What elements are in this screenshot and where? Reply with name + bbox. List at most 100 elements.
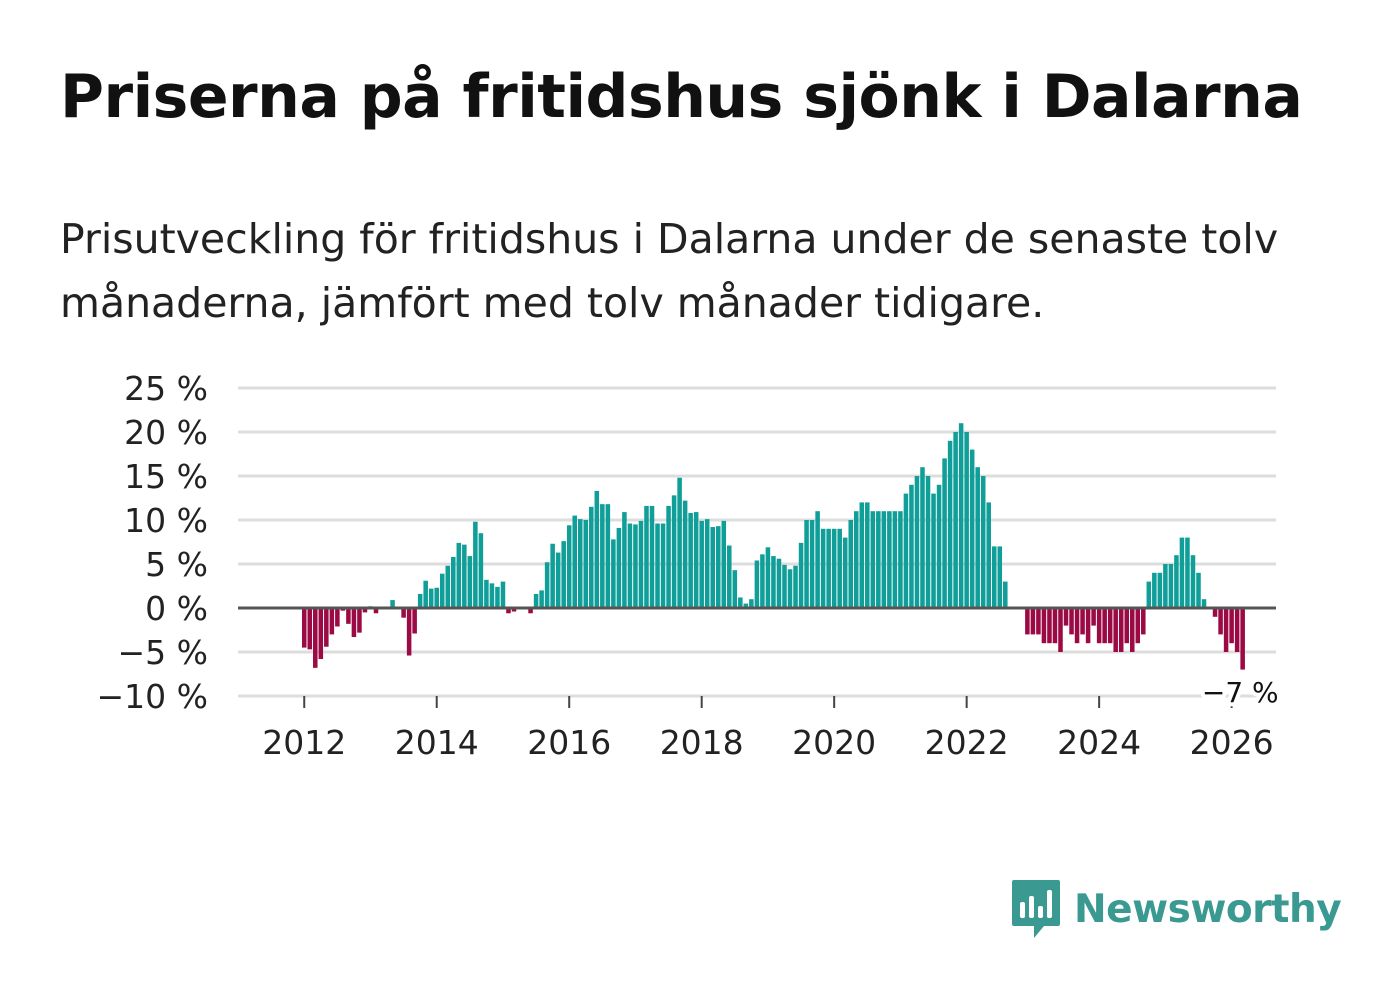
bar: [1152, 572, 1157, 608]
bar: [1047, 608, 1052, 644]
bar: [600, 504, 605, 608]
axes: 25 % 20 % 15 % 10 % 5 % 0 % −5 % −10 % 2012 2014 2…: [97, 369, 1276, 762]
bar: [373, 608, 379, 614]
bar: [362, 608, 368, 613]
bar: [953, 432, 958, 608]
bar: [1118, 608, 1124, 652]
bar: [1080, 608, 1085, 635]
bar: [456, 542, 462, 608]
bar: [1096, 608, 1102, 644]
bar: [765, 547, 771, 608]
bar: [804, 520, 809, 608]
bar: [1229, 608, 1234, 644]
bar: [870, 511, 876, 608]
bar: [401, 608, 406, 618]
bar: [577, 519, 583, 608]
bar: [528, 608, 533, 614]
bar: [1085, 608, 1091, 644]
bar: [649, 505, 655, 608]
bar: [467, 556, 473, 608]
bar: [307, 608, 313, 650]
bar: [749, 599, 754, 608]
bar: [1168, 564, 1174, 608]
y-tick-label: 5 %: [145, 545, 208, 584]
bar: [1212, 608, 1218, 617]
bar: [412, 608, 417, 634]
chart-subtitle: Prisutveckling för fritidshus i Dalarna …: [60, 215, 1279, 327]
bar: [434, 587, 439, 608]
bar: [611, 539, 616, 608]
bar: [688, 512, 693, 608]
bar: [1234, 608, 1240, 652]
bar: [942, 458, 947, 608]
bar: [693, 512, 699, 608]
bar: [876, 511, 881, 608]
bar: [754, 560, 760, 608]
bar: [920, 467, 925, 608]
x-tick-label: 2020: [792, 723, 876, 762]
y-tick-label: 15 %: [124, 457, 208, 496]
bar: [782, 564, 787, 608]
y-tick-label: 0 %: [145, 589, 208, 628]
bar: [837, 528, 842, 608]
bar: [798, 542, 804, 608]
bar: [1036, 608, 1041, 635]
bar: [572, 515, 577, 608]
x-tick-label: 2012: [262, 723, 346, 762]
bar: [776, 558, 782, 608]
bar: [826, 528, 831, 608]
bar: [1157, 572, 1163, 608]
bar: [787, 569, 793, 608]
bar: [831, 528, 837, 608]
bar: [969, 449, 975, 608]
bar: [958, 423, 964, 608]
bar: [1240, 608, 1245, 670]
bar: [622, 512, 627, 608]
bar: [997, 546, 1003, 608]
bar: [589, 506, 594, 608]
bar: [914, 476, 920, 608]
bar: [301, 608, 307, 648]
bar: [583, 520, 589, 608]
bar: [1052, 608, 1058, 644]
bar: [1223, 608, 1229, 652]
bar: [406, 608, 412, 656]
bar: [853, 511, 859, 608]
bar: [500, 581, 506, 608]
bar: [1003, 581, 1008, 608]
x-tick-label: 2014: [395, 723, 479, 762]
bar: [351, 608, 357, 638]
bar: [1102, 608, 1107, 644]
bar: [1124, 608, 1129, 644]
x-tick-label: 2024: [1057, 723, 1141, 762]
bar: [544, 562, 550, 608]
bar: [511, 608, 517, 612]
bar: [1113, 608, 1118, 652]
bar: [478, 533, 484, 608]
bar: [732, 570, 738, 608]
bar: [1135, 608, 1141, 644]
bar: [1074, 608, 1080, 644]
bar: [682, 500, 688, 608]
annotations: −7 %−7 %: [1198, 672, 1283, 713]
last-value-label: −7 %: [1202, 676, 1279, 709]
bar: [335, 608, 340, 627]
bar: [1174, 555, 1179, 608]
bar: [1041, 608, 1047, 644]
bar: [533, 593, 539, 608]
newsworthy-logo-icon: [1012, 880, 1060, 938]
bar: [445, 565, 451, 608]
bar: [842, 537, 848, 608]
bar: [346, 608, 351, 624]
bar: [439, 573, 445, 608]
bar: [1179, 537, 1185, 608]
y-tick-label: 25 %: [124, 369, 208, 408]
bar: [451, 556, 456, 608]
bar: [1163, 564, 1168, 608]
bar: [1146, 581, 1152, 608]
bar: [489, 583, 495, 608]
bar: [809, 520, 815, 608]
brand-name: Newsworthy: [1074, 886, 1342, 932]
bar: [925, 476, 931, 608]
bar: [771, 556, 776, 608]
